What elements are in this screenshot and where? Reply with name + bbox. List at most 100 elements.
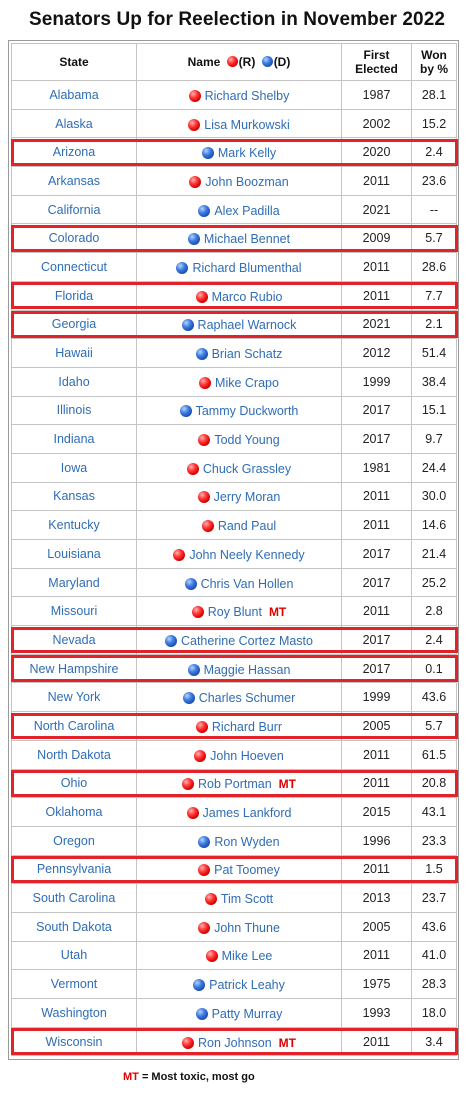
democrat-dot-icon <box>181 319 194 332</box>
senator-name-cell[interactable]: Tammy Duckworth <box>136 395 342 426</box>
senator-name-cell[interactable]: Ron Johnson MT <box>136 1026 342 1057</box>
senator-name-cell[interactable]: John Hoeven <box>136 739 342 770</box>
state-cell[interactable]: Kentucky <box>11 510 137 540</box>
first-elected-cell: 2017 <box>341 625 412 655</box>
won-by-cell: -- <box>411 194 457 225</box>
state-cell[interactable]: Arkansas <box>11 166 137 196</box>
senator-name-wrap: Charles Schumer <box>182 691 295 705</box>
state-cell[interactable]: New York <box>11 682 137 713</box>
state-cell[interactable]: Oklahoma <box>11 797 137 827</box>
republican-dot-icon <box>198 921 211 934</box>
senator-name: Chuck Grassley <box>202 461 292 476</box>
won-by-cell: 25.2 <box>411 567 457 598</box>
senator-name-wrap: Tammy Duckworth <box>179 404 299 419</box>
senator-name-cell[interactable]: Raphael Warnock <box>136 309 342 340</box>
senator-name-cell[interactable]: Richard Shelby <box>136 80 342 110</box>
state-cell[interactable]: Vermont <box>11 969 137 999</box>
state-column-header[interactable]: State <box>11 43 137 81</box>
state-cell[interactable]: Maryland <box>11 567 137 598</box>
state-cell[interactable]: Nevada <box>11 625 137 655</box>
state-cell[interactable]: Alaska <box>11 108 137 139</box>
senator-name-cell[interactable]: Rand Paul <box>136 510 342 540</box>
senator-name-cell[interactable]: John Boozman <box>136 166 342 196</box>
first-elected-label-line2: Elected <box>355 62 398 76</box>
senator-name-cell[interactable]: Charles Schumer <box>136 682 342 713</box>
state-cell[interactable]: Illinois <box>11 395 137 426</box>
name-column-header[interactable]: Name (R) (D) <box>136 43 342 81</box>
state-cell[interactable]: Idaho <box>11 366 137 397</box>
senator-name-cell[interactable]: Ron Wyden <box>136 825 342 856</box>
state-cell[interactable]: Pennsylvania <box>11 854 137 885</box>
senator-name-cell[interactable]: Maggie Hassan <box>136 653 342 684</box>
won-by-cell: 0.1 <box>411 653 457 684</box>
senator-name-cell[interactable]: Catherine Cortez Masto <box>136 625 342 655</box>
first-elected-cell: 1993 <box>341 998 412 1028</box>
senator-name-cell[interactable]: Richard Blumenthal <box>136 252 342 282</box>
state-cell[interactable]: Hawaii <box>11 338 137 368</box>
senator-name-cell[interactable]: Mark Kelly <box>136 137 342 168</box>
state-cell[interactable]: North Carolina <box>11 711 137 741</box>
state-cell[interactable]: Missouri <box>11 596 137 627</box>
senator-name: Tammy Duckworth <box>195 404 299 419</box>
state-cell[interactable]: North Dakota <box>11 739 137 770</box>
first-elected-cell: 2011 <box>341 854 412 885</box>
senator-name-wrap: John Thune <box>198 921 280 935</box>
state-cell[interactable]: Washington <box>11 998 137 1028</box>
won-by-cell: 5.7 <box>411 711 457 741</box>
state-cell[interactable]: South Carolina <box>11 883 137 913</box>
senator-name-cell[interactable]: Mike Lee <box>136 940 342 971</box>
state-cell[interactable]: Wisconsin <box>11 1026 137 1057</box>
state-cell[interactable]: Georgia <box>11 309 137 340</box>
state-cell[interactable]: Connecticut <box>11 252 137 282</box>
won-by-label-line2: by % <box>419 62 448 76</box>
header-row: State Name (R) (D) First Elected Won by % <box>11 43 457 81</box>
senator-name-cell[interactable]: Rob Portman MT <box>136 768 342 799</box>
senator-name-cell[interactable]: Jerry Moran <box>136 481 342 512</box>
first-elected-cell: 1999 <box>341 682 412 713</box>
state-cell[interactable]: Florida <box>11 280 137 311</box>
state-cell[interactable]: Utah <box>11 940 137 971</box>
senator-name-cell[interactable]: Roy Blunt MT <box>136 596 342 627</box>
senator-name: Mike Crapo <box>215 375 279 390</box>
senator-name-cell[interactable]: Brian Schatz <box>136 338 342 368</box>
senator-name-cell[interactable]: Michael Bennet <box>136 223 342 254</box>
senator-name-cell[interactable]: Lisa Murkowski <box>136 108 342 139</box>
senator-name-cell[interactable]: Pat Toomey <box>136 854 342 885</box>
state-cell[interactable]: California <box>11 194 137 225</box>
won-by-cell: 43.6 <box>411 682 457 713</box>
senator-name: Brian Schatz <box>211 347 283 362</box>
senator-name-cell[interactable]: Chris Van Hollen <box>136 567 342 598</box>
senator-name-cell[interactable]: Patrick Leahy <box>136 969 342 999</box>
senator-name: Catherine Cortez Masto <box>180 633 313 648</box>
won-by-column-header[interactable]: Won by % <box>411 43 457 81</box>
state-cell[interactable]: Ohio <box>11 768 137 799</box>
senator-name-cell[interactable]: John Thune <box>136 911 342 942</box>
state-cell[interactable]: Indiana <box>11 424 137 454</box>
state-cell[interactable]: New Hampshire <box>11 653 137 684</box>
republican-dot-icon <box>182 1036 194 1049</box>
state-cell[interactable]: South Dakota <box>11 911 137 942</box>
senator-name-cell[interactable]: Marco Rubio <box>136 280 342 311</box>
senator-name-cell[interactable]: James Lankford <box>136 797 342 827</box>
senator-name-cell[interactable]: John Neely Kennedy <box>136 539 342 569</box>
senator-name-cell[interactable]: Chuck Grassley <box>136 452 342 483</box>
first-elected-column-header[interactable]: First Elected <box>341 43 412 81</box>
democrat-dot-icon <box>198 204 211 217</box>
senator-name-cell[interactable]: Todd Young <box>136 424 342 454</box>
senator-name-cell[interactable]: Richard Burr <box>136 711 342 741</box>
senator-name-wrap: Rob Portman MT <box>182 777 296 791</box>
won-by-cell: 51.4 <box>411 338 457 368</box>
first-elected-label-line1: First <box>363 48 390 62</box>
senator-name-cell[interactable]: Alex Padilla <box>136 194 342 225</box>
state-cell[interactable]: Louisiana <box>11 539 137 569</box>
state-cell[interactable]: Arizona <box>11 137 137 168</box>
state-cell[interactable]: Alabama <box>11 80 137 110</box>
senator-name-cell[interactable]: Mike Crapo <box>136 366 342 397</box>
state-cell[interactable]: Colorado <box>11 223 137 254</box>
senator-name-wrap: Michael Bennet <box>187 232 290 246</box>
senator-name-cell[interactable]: Patty Murray <box>136 998 342 1028</box>
senator-name-cell[interactable]: Tim Scott <box>136 883 342 913</box>
state-cell[interactable]: Iowa <box>11 452 137 483</box>
state-cell[interactable]: Oregon <box>11 825 137 856</box>
state-cell[interactable]: Kansas <box>11 481 137 512</box>
